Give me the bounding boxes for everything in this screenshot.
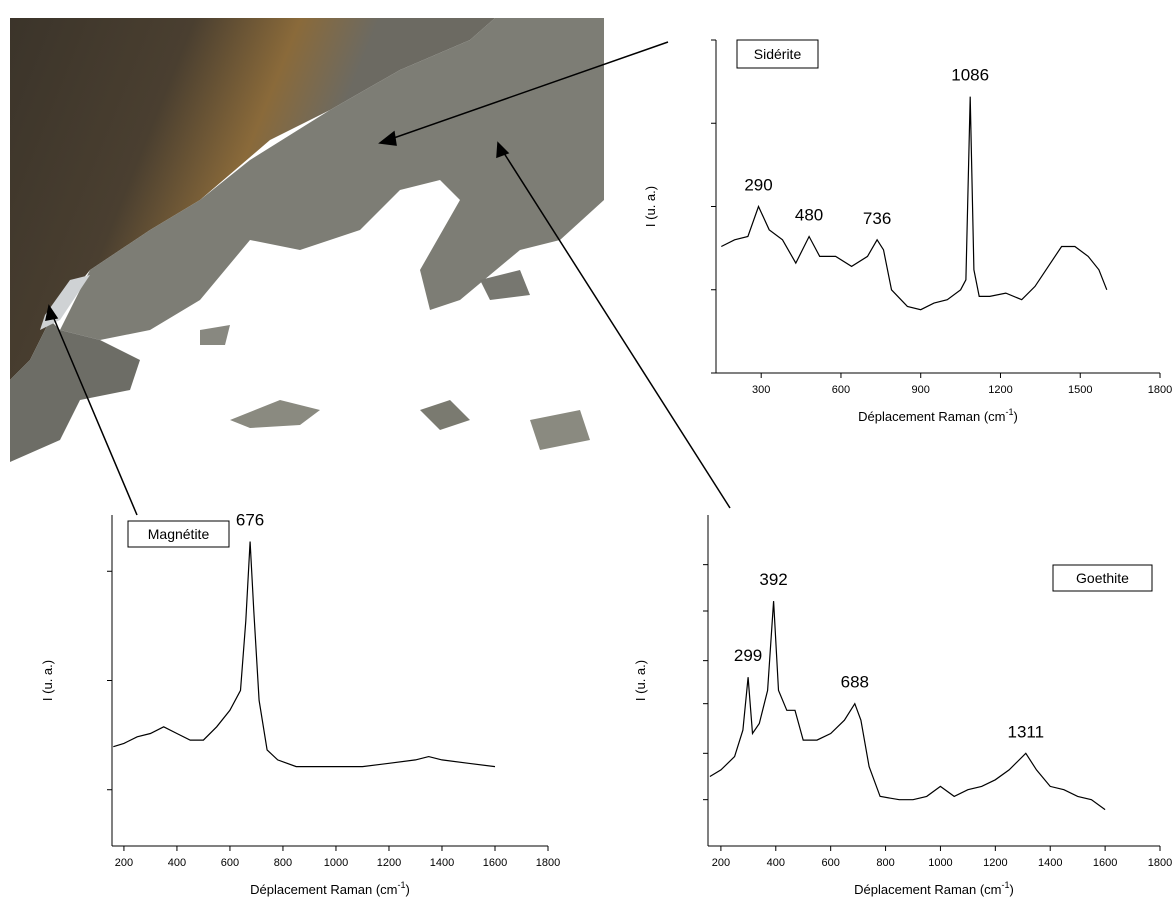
- arrow: [51, 313, 138, 516]
- grey-region: [60, 18, 604, 340]
- arrow-head: [45, 304, 59, 321]
- x-tick-label: 1500: [1068, 384, 1092, 396]
- grey-blob: [480, 270, 530, 300]
- x-tick-label: 1800: [536, 857, 560, 869]
- x-tick-label: 1000: [324, 857, 348, 869]
- x-tick-label: 400: [168, 857, 186, 869]
- x-axis-label: Déplacement Raman (cm-1): [858, 407, 1018, 424]
- peak-label: 736: [863, 209, 891, 228]
- grey-blob: [530, 410, 590, 450]
- peak-label: 392: [759, 570, 787, 589]
- x-tick-label: 200: [115, 857, 133, 869]
- y-axis-label: I (u. a.): [643, 186, 658, 227]
- x-tick-label: 1200: [377, 857, 401, 869]
- x-tick-label: 1800: [1148, 384, 1172, 396]
- x-axis-label-text: Déplacement Raman (cm: [250, 882, 397, 897]
- grey-blob: [230, 400, 320, 428]
- arrow: [501, 149, 731, 509]
- x-tick-label: 900: [912, 384, 930, 396]
- x-axis-label-end: ): [1010, 882, 1014, 897]
- x-axis-label-end: ): [406, 882, 410, 897]
- chart-title: Goethite: [1076, 570, 1129, 586]
- peak-label: 1086: [951, 66, 989, 85]
- x-tick-label: 600: [221, 857, 239, 869]
- x-tick-label: 400: [767, 857, 785, 869]
- dark-region: [10, 18, 495, 380]
- x-tick-label: 1200: [988, 384, 1012, 396]
- title-box: [736, 39, 819, 69]
- peak-label: 688: [841, 673, 869, 692]
- x-tick-label: 1600: [483, 857, 507, 869]
- x-tick-label: 800: [876, 857, 894, 869]
- spectrum-line: [721, 96, 1108, 311]
- x-tick-label: 1800: [1148, 857, 1172, 869]
- x-tick-label: 800: [274, 857, 292, 869]
- x-tick-label: 1000: [928, 857, 952, 869]
- x-tick-label: 200: [712, 857, 730, 869]
- micrograph: [10, 18, 604, 462]
- grey-blob: [420, 400, 470, 430]
- spectrum-line: [709, 601, 1106, 811]
- x-tick-label: 1600: [1093, 857, 1117, 869]
- x-axis-label: Déplacement Raman (cm-1): [250, 880, 410, 897]
- peak-label: 1311: [1008, 722, 1045, 741]
- x-axis-label: Déplacement Raman (cm-1): [854, 880, 1014, 897]
- arrow-head: [378, 130, 397, 146]
- peak-label: 299: [734, 646, 762, 665]
- x-tick-label: 600: [832, 384, 850, 396]
- chart-title: Sidérite: [754, 46, 802, 62]
- arrow: [387, 41, 669, 141]
- title-box: [127, 520, 230, 548]
- x-axis-label-sup: -1: [1006, 407, 1014, 417]
- x-tick-label: 1400: [430, 857, 454, 869]
- x-tick-label: 600: [821, 857, 839, 869]
- grey-blob: [200, 325, 230, 345]
- peak-label: 290: [744, 176, 772, 195]
- title-box: [1052, 564, 1153, 592]
- chart-title: Magnétite: [148, 526, 210, 542]
- grey-region: [10, 320, 140, 462]
- x-tick-label: 1200: [983, 857, 1007, 869]
- arrow-head: [496, 141, 510, 159]
- x-axis-label-sup: -1: [1002, 880, 1010, 890]
- x-tick-label: 1400: [1038, 857, 1062, 869]
- x-axis-label-sup: -1: [398, 880, 406, 890]
- x-tick-label: 300: [752, 384, 770, 396]
- y-axis-label: I (u. a.): [40, 660, 55, 701]
- x-axis-label-text: Déplacement Raman (cm: [858, 409, 1005, 424]
- peak-label: 480: [795, 205, 823, 224]
- peak-label: 676: [236, 510, 264, 529]
- x-axis-label-text: Déplacement Raman (cm: [854, 882, 1001, 897]
- y-axis-label: I (u. a.): [633, 660, 648, 701]
- spectrum-line: [113, 541, 496, 768]
- arrows: [45, 41, 731, 516]
- x-axis-label-end: ): [1014, 409, 1018, 424]
